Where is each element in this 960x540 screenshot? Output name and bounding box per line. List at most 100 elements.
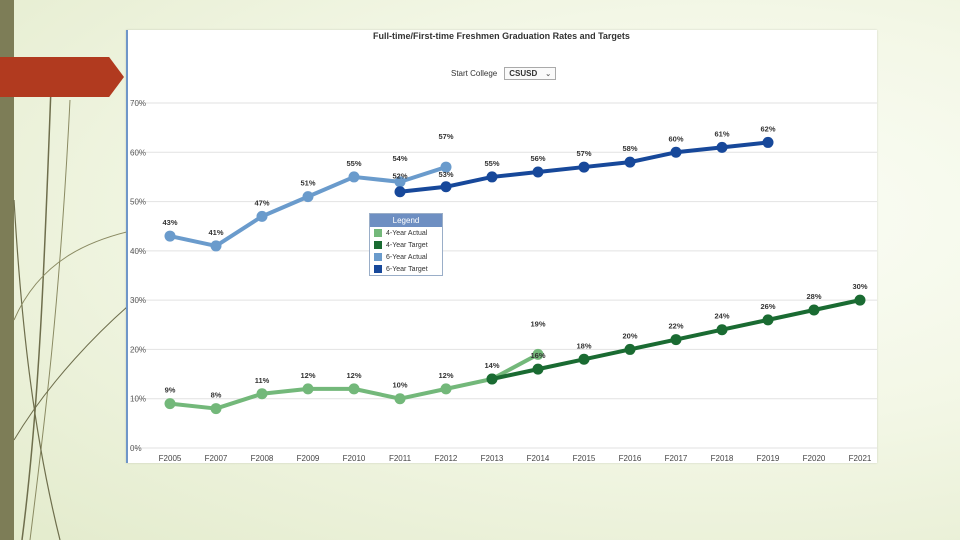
x-tick-label: F2014 xyxy=(527,454,550,463)
chart-legend: Legend 4-Year Actual 4-Year Target 6-Yea… xyxy=(369,213,443,276)
data-point xyxy=(624,156,636,168)
data-label: 58% xyxy=(622,144,637,153)
data-point xyxy=(578,353,590,365)
y-tick-label: 30% xyxy=(130,296,146,305)
data-point xyxy=(440,181,452,193)
data-point xyxy=(394,393,406,405)
legend-title: Legend xyxy=(370,214,442,227)
data-point xyxy=(348,383,360,395)
x-tick-label: F2010 xyxy=(343,454,366,463)
data-point xyxy=(210,240,222,252)
data-label: 53% xyxy=(438,170,453,179)
data-point xyxy=(440,383,452,395)
data-label: 56% xyxy=(530,154,545,163)
series-line xyxy=(168,352,540,411)
data-point xyxy=(532,166,544,178)
data-point xyxy=(670,334,682,346)
data-point xyxy=(164,398,176,410)
data-point xyxy=(302,383,314,395)
data-point xyxy=(624,343,636,355)
data-label: 24% xyxy=(714,312,729,321)
data-label: 9% xyxy=(165,386,176,395)
legend-swatch xyxy=(374,241,382,249)
x-tick-label: F2011 xyxy=(389,454,412,463)
data-point xyxy=(762,314,774,326)
legend-label: 4-Year Actual xyxy=(386,229,428,237)
data-point xyxy=(578,161,590,173)
data-label: 28% xyxy=(806,292,821,301)
data-point xyxy=(854,294,866,306)
x-tick-label: F2016 xyxy=(619,454,642,463)
x-tick-label: F2020 xyxy=(803,454,826,463)
data-label: 12% xyxy=(438,371,453,380)
data-point xyxy=(256,210,268,222)
data-label: 47% xyxy=(254,198,269,207)
select-value: CSUSD xyxy=(509,69,538,78)
slide-sidebar-bar xyxy=(0,0,14,540)
data-point xyxy=(394,176,406,188)
x-tick-label: F2007 xyxy=(205,454,228,463)
legend-item-4yr-target: 4-Year Target xyxy=(370,239,442,251)
data-label: 19% xyxy=(530,319,545,328)
line-chart: 0% 10% 20% 30% 40% 50% 60% 70% F2005 F2007 F2008 F2… xyxy=(130,99,877,463)
x-tick-label: F2019 xyxy=(757,454,780,463)
data-point xyxy=(532,348,544,360)
data-label: 16% xyxy=(530,351,545,360)
data-label: 10% xyxy=(392,381,407,390)
data-label: 61% xyxy=(714,129,729,138)
data-label: 12% xyxy=(346,371,361,380)
data-label: 20% xyxy=(622,331,637,340)
data-point xyxy=(486,171,498,183)
legend-label: 4-Year Target xyxy=(386,241,428,249)
data-label: 55% xyxy=(346,159,361,168)
legend-swatch xyxy=(374,253,382,261)
data-label: 41% xyxy=(208,228,223,237)
data-label: 26% xyxy=(760,302,775,311)
data-point xyxy=(302,191,314,203)
data-label: 11% xyxy=(255,376,270,385)
data-label: 55% xyxy=(484,159,499,168)
data-point xyxy=(670,146,682,158)
x-tick-label: F2015 xyxy=(573,454,596,463)
data-label: 57% xyxy=(438,132,453,141)
data-label: 60% xyxy=(668,134,683,143)
y-tick-label: 0% xyxy=(130,444,142,453)
data-label: 51% xyxy=(300,179,315,188)
data-label: 54% xyxy=(392,154,407,163)
legend-item-6yr-actual: 6-Year Actual xyxy=(370,251,442,263)
y-tick-label: 40% xyxy=(130,247,146,256)
data-label: 14% xyxy=(484,361,499,370)
data-point xyxy=(532,363,544,375)
data-label: 12% xyxy=(300,371,315,380)
legend-swatch xyxy=(374,229,382,237)
start-college-select[interactable]: CSUSD ⌄ xyxy=(504,67,557,80)
data-label: 18% xyxy=(576,341,591,350)
chart-panel: Full-time/First-time Freshmen Graduation… xyxy=(126,30,877,463)
x-tick-label: F2018 xyxy=(711,454,734,463)
y-tick-label: 10% xyxy=(130,395,146,404)
filter-label: Start College xyxy=(451,69,498,78)
legend-label: 6-Year Target xyxy=(386,265,428,273)
data-point xyxy=(808,304,820,316)
legend-swatch xyxy=(374,265,382,273)
data-point xyxy=(164,230,176,242)
y-tick-label: 60% xyxy=(130,148,146,157)
data-label: 43% xyxy=(162,218,177,227)
legend-item-4yr-actual: 4-Year Actual xyxy=(370,227,442,239)
data-point xyxy=(256,388,268,400)
data-label: 8% xyxy=(211,391,222,400)
data-label: 22% xyxy=(668,322,683,331)
data-point xyxy=(394,186,406,198)
data-point xyxy=(716,141,728,153)
chart-title: Full-time/First-time Freshmen Graduation… xyxy=(373,31,630,41)
data-point xyxy=(486,373,498,385)
legend-label: 6-Year Actual xyxy=(386,253,428,261)
x-tick-label: F2005 xyxy=(159,454,182,463)
start-college-filter: Start College CSUSD ⌄ xyxy=(451,67,557,80)
data-point xyxy=(716,324,728,336)
arrow-tab xyxy=(0,57,124,97)
y-tick-label: 70% xyxy=(130,99,146,108)
data-label: 62% xyxy=(760,124,775,133)
data-point xyxy=(440,161,452,173)
data-point xyxy=(348,171,360,183)
